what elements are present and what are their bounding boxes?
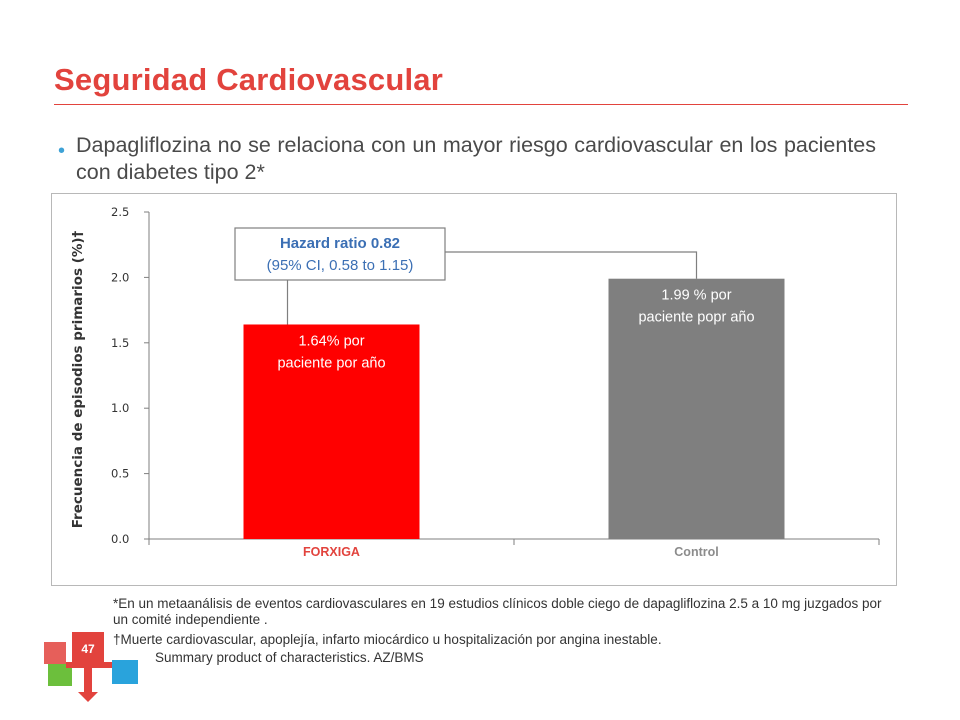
bar-data-label: 1.99 % por bbox=[661, 288, 731, 304]
y-tick-label: 0.5 bbox=[111, 467, 129, 481]
bar-forxiga bbox=[243, 324, 420, 539]
y-tick-label: 1.0 bbox=[111, 401, 129, 415]
bar-data-label: paciente popr año bbox=[638, 310, 754, 326]
x-category-label: Control bbox=[674, 545, 718, 559]
bar-data-label: paciente por año bbox=[277, 355, 385, 371]
y-tick-label: 2.5 bbox=[111, 205, 129, 219]
y-tick-label: 2.0 bbox=[111, 270, 129, 284]
hazard-ratio-box bbox=[234, 227, 446, 281]
page-number: 47 bbox=[81, 642, 95, 656]
bar-chart: 0.0 0.5 1.0 1.5 2.0 2.5 Frecuencia de episodio… bbox=[70, 205, 880, 559]
hazard-ratio-ci: (95% CI, 0.58 to 1.15) bbox=[267, 257, 414, 274]
company-logo-icon bbox=[44, 632, 138, 702]
bullet-icon: • bbox=[58, 140, 66, 162]
chart-frame: 0.0 0.5 1.0 1.5 2.0 2.5 Frecuencia de episodio… bbox=[51, 193, 897, 586]
footnote-methodology: *En un metaanálisis de eventos cardiovas… bbox=[113, 596, 882, 627]
y-axis-label: Frecuencia de episodios primarios (%)† bbox=[70, 230, 86, 528]
bar-data-label: 1.64% por bbox=[298, 333, 364, 349]
x-category-label: FORXIGA bbox=[303, 545, 360, 559]
bar-control bbox=[608, 278, 785, 539]
title-divider bbox=[54, 104, 908, 105]
y-tick-label: 0.0 bbox=[111, 532, 129, 546]
hazard-bracket-right bbox=[445, 251, 698, 279]
slide-title: Seguridad Cardiovascular bbox=[54, 62, 443, 97]
bullet-text: Dapagliflozina no se relaciona con un ma… bbox=[76, 133, 876, 184]
footnote-source: Summary product of characteristics. AZ/B… bbox=[155, 650, 424, 665]
footnote-endpoint-definition: †Muerte cardiovascular, apoplejía, infar… bbox=[113, 632, 662, 647]
hazard-ratio-value: Hazard ratio 0.82 bbox=[280, 235, 400, 252]
y-tick-label: 1.5 bbox=[111, 336, 129, 350]
